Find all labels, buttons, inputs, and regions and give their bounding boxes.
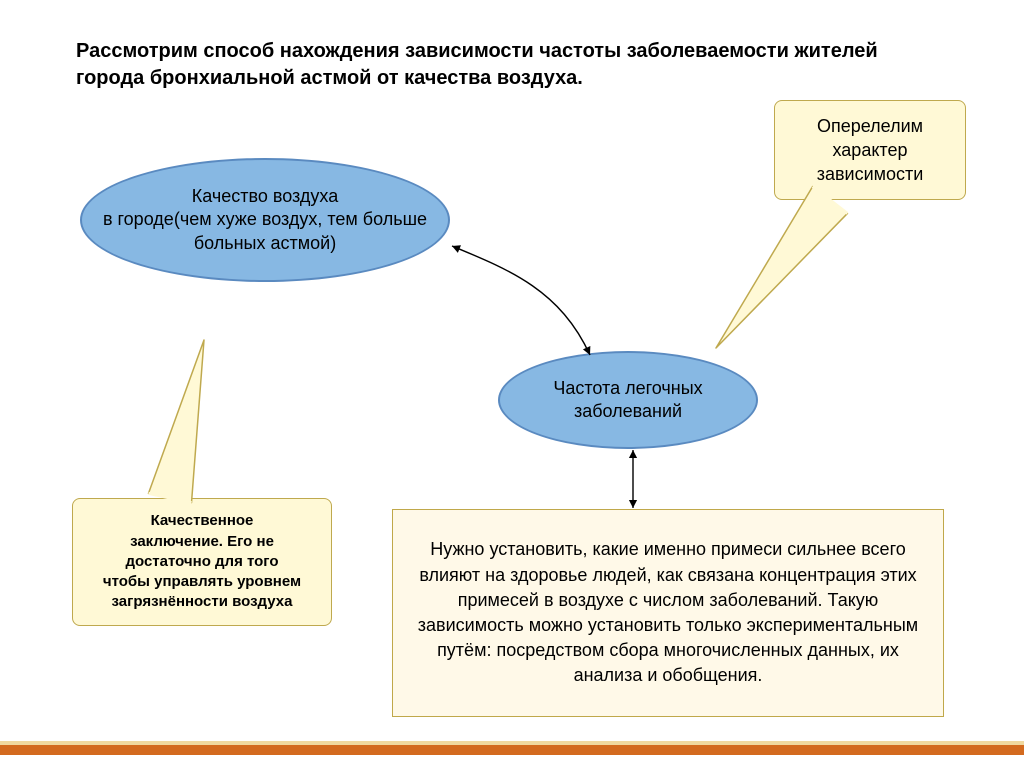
ellipse-air-quality: Качество воздухав городе(чем хуже воздух… bbox=[80, 158, 450, 282]
ellipse-frequency: Частота легочныхзаболеваний bbox=[498, 351, 758, 449]
textbox-explanation-text: Нужно установить, какие именно примеси с… bbox=[411, 537, 925, 688]
ellipse-air-quality-text: Качество воздухав городе(чем хуже воздух… bbox=[97, 179, 433, 261]
textbox-explanation: Нужно установить, какие именно примеси с… bbox=[392, 509, 944, 717]
callout-qualitative-conclusion-text: Качественноезаключение. Его недостаточно… bbox=[103, 511, 301, 612]
page-title: Рассмотрим способ нахождения зависимости… bbox=[76, 38, 896, 92]
footer-decoration bbox=[0, 741, 1024, 755]
callout-qualitative-conclusion: Качественноезаключение. Его недостаточно… bbox=[72, 498, 332, 626]
callout-determine-dependency-text: Оперелелимхарактерзависимости bbox=[817, 114, 924, 187]
ellipse-frequency-text: Частота легочныхзаболеваний bbox=[547, 371, 708, 430]
callout-determine-dependency: Оперелелимхарактерзависимости bbox=[774, 100, 966, 200]
